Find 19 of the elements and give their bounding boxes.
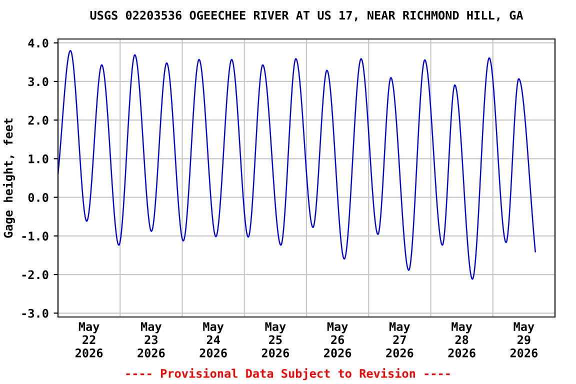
y-tick-label: -2.0	[22, 270, 48, 280]
y-tick-label: -3.0	[22, 308, 48, 318]
x-tick-label: May 29 2026	[510, 322, 538, 358]
text: ---- Provisional Data Subject to Revision ----	[126, 368, 450, 380]
y-tick-label: -1.0	[22, 232, 48, 241]
y-tick-label: 2.0	[28, 116, 48, 125]
x-tick-label: May 26 2026	[324, 322, 352, 358]
x-tick-label: May 27 2026	[386, 322, 414, 358]
x-tick-label: May 24 2026	[200, 322, 227, 358]
chart-title: USGS 02203536 OGEECHEE RIVER AT US 17, NEAR RICHMOND HILL, GA	[90, 10, 524, 22]
y-axis-title: Gage height, feet	[2, 118, 15, 238]
x-tick-label: May 25 2026	[262, 322, 290, 358]
x-tick-label: May 28 2026	[448, 322, 476, 358]
x-tick-label: May 22 2026	[76, 322, 103, 358]
y-tick-label: 1.0	[28, 154, 48, 164]
y-tick-label: 3.0	[28, 77, 48, 86]
y-tick-label: 4.0	[28, 38, 48, 48]
x-tick-label: May 23 2026	[138, 322, 165, 358]
y-tick-label: 0.0	[28, 193, 48, 202]
